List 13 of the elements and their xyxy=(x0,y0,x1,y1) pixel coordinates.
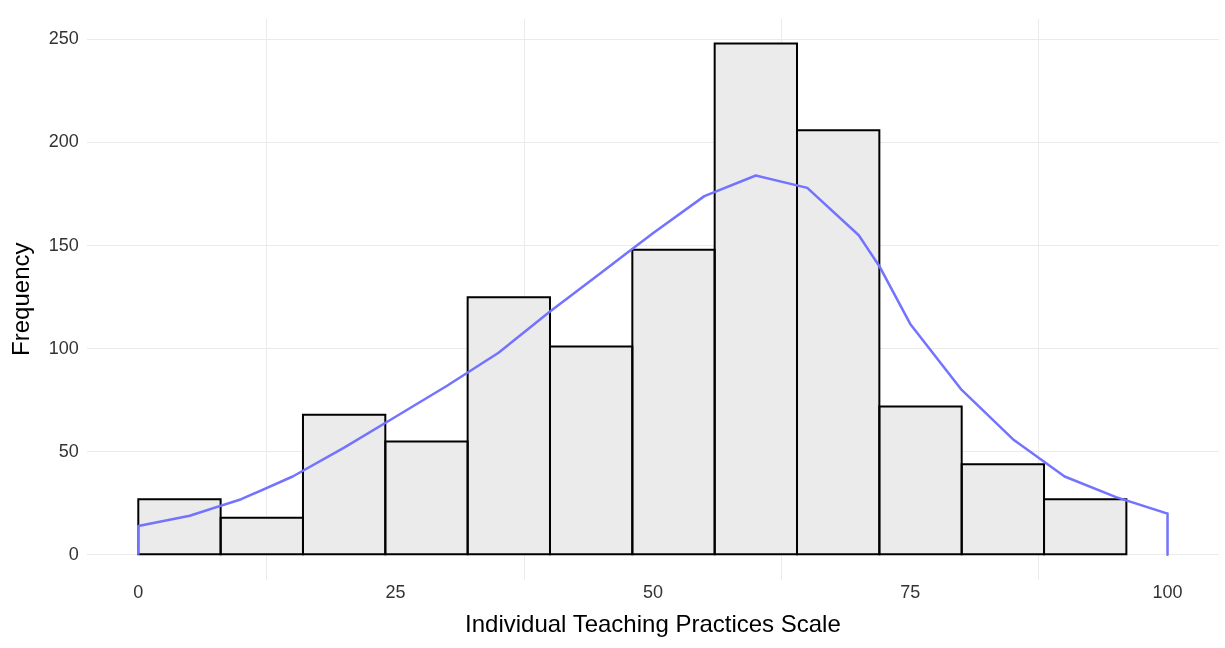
y-tick-label: 100 xyxy=(48,337,79,358)
x-tick-label: 100 xyxy=(1152,582,1183,603)
y-axis-title: Frequency xyxy=(7,242,35,356)
x-tick-label: 50 xyxy=(642,582,663,603)
x-tick-label: 75 xyxy=(900,582,921,603)
y-tick-label: 200 xyxy=(48,131,79,152)
y-tick-label: 0 xyxy=(68,543,79,564)
x-axis-title: Individual Teaching Practices Scale xyxy=(465,610,841,638)
x-tick-label: 0 xyxy=(133,582,144,603)
x-tick-label: 25 xyxy=(385,582,406,603)
y-tick-label: 250 xyxy=(48,28,79,49)
y-tick-label: 50 xyxy=(58,440,79,461)
y-tick-label: 150 xyxy=(48,234,79,255)
